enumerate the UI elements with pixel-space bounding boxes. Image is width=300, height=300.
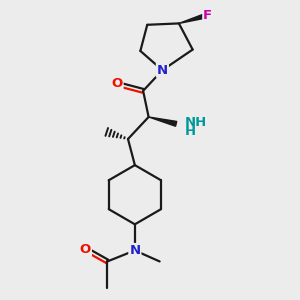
Text: NH: NH <box>184 116 207 129</box>
Text: N: N <box>129 244 140 257</box>
Text: O: O <box>111 77 123 91</box>
Text: O: O <box>80 243 91 256</box>
Text: F: F <box>203 9 212 22</box>
Text: N: N <box>157 64 168 77</box>
Polygon shape <box>148 117 177 126</box>
Text: H: H <box>184 125 196 138</box>
Polygon shape <box>179 13 208 23</box>
